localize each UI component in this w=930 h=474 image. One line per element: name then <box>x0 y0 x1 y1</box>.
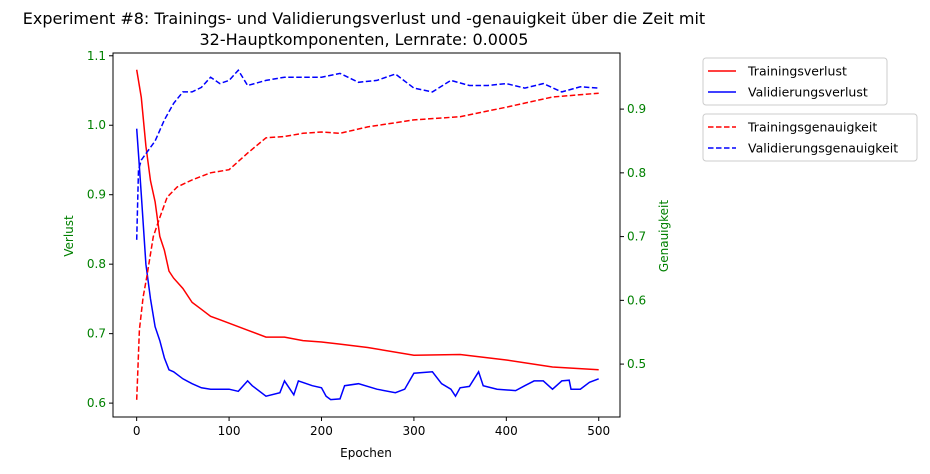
y-tick-label-left: 0.7 <box>87 327 106 341</box>
legends: TrainingsverlustValidierungsverlustTrain… <box>702 57 918 162</box>
series-line-trainingsgenauigkeit <box>135 92 599 400</box>
y-tick-label-left: 0.6 <box>87 396 106 410</box>
x-axis: 0 100 200 300 400 500 <box>133 417 610 438</box>
x-tick-label: 100 <box>218 424 241 438</box>
x-tick-label: 200 <box>310 424 333 438</box>
x-tick-label: 500 <box>587 424 610 438</box>
x-axis-label: Epochen <box>340 446 392 460</box>
legend-1: Trainingsverlust Validierungsverlust <box>702 57 888 106</box>
y-tick-label-left: 1.0 <box>87 118 106 132</box>
chart-title-line1: Experiment #8: Trainings- und Validierun… <box>23 9 705 28</box>
y-tick-label-left: 0.8 <box>87 257 106 271</box>
y-tick-label-right: 0.5 <box>627 357 646 371</box>
legend-frame <box>702 57 888 106</box>
legend-label: Validierungsverlust <box>748 85 868 100</box>
series-line-validierungsgenauigkeit <box>135 68 599 240</box>
y-tick-label-right: 0.7 <box>627 230 646 244</box>
y-axis-label-left: Verlust <box>62 215 76 257</box>
y-axis-right: 0.5 0.6 0.7 0.8 0.9 <box>620 102 646 371</box>
y-tick-label-right: 0.6 <box>627 293 646 307</box>
x-tick-label: 300 <box>402 424 425 438</box>
plot-frame <box>112 52 621 418</box>
legend-label: Validierungsgenauigkeit <box>748 141 898 156</box>
series-line-trainingsverlust <box>135 69 599 371</box>
y-tick-label-left: 1.1 <box>87 49 106 63</box>
y-tick-label-right: 0.8 <box>627 166 646 180</box>
x-tick-label: 400 <box>495 424 518 438</box>
legend-2: Trainingsgenauigkeit Validierungsgenauigk… <box>702 113 918 162</box>
legend-label: Trainingsverlust <box>747 64 847 79</box>
legend-label: Trainingsgenauigkeit <box>747 120 877 135</box>
chart-title-line2: 32-Hauptkomponenten, Lernrate: 0.0005 <box>200 30 529 49</box>
y-axis-left: 0.6 0.7 0.8 0.9 1.0 1.1 <box>87 49 113 410</box>
legend-frame <box>702 113 918 162</box>
y-axis-label-right: Genauigkeit <box>657 200 671 272</box>
x-tick-label: 0 <box>133 424 141 438</box>
y-tick-label-left: 0.9 <box>87 188 106 202</box>
plot-area <box>135 68 599 401</box>
series-line-validierungsverlust <box>135 128 599 401</box>
y-tick-label-right: 0.9 <box>627 102 646 116</box>
